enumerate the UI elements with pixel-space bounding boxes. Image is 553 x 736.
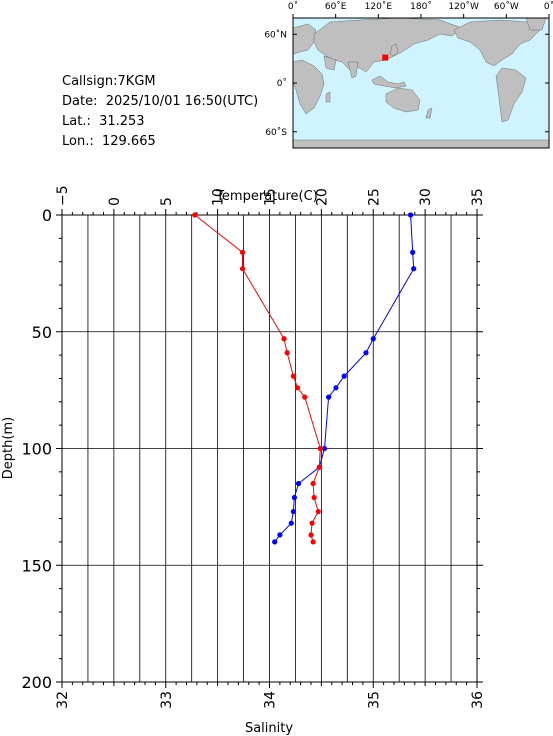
temperature-data-point bbox=[321, 445, 328, 452]
temperature-data-point bbox=[288, 520, 294, 526]
temperature-tick-label: 25 bbox=[366, 188, 382, 206]
salinity-data-point bbox=[310, 539, 316, 545]
longitude-text: Lon.: 129.665 bbox=[62, 134, 156, 149]
salinity-profile-line bbox=[194, 214, 321, 543]
date-text: Date: 2025/10/01 16:50(UTC) bbox=[62, 94, 259, 109]
callsign-text: Callsign:7KGM bbox=[62, 74, 156, 89]
temperature-data-point bbox=[277, 532, 283, 538]
temperature-data-point bbox=[295, 480, 302, 487]
salinity-tick-label: 32 bbox=[55, 691, 71, 709]
salinity-data-point bbox=[302, 394, 308, 400]
salinity-data-point bbox=[316, 464, 322, 470]
temperature-tick-label: 10 bbox=[211, 188, 227, 206]
salinity-tick-label: 34 bbox=[263, 691, 279, 709]
temperature-data-point bbox=[408, 212, 414, 218]
salinity-data-point bbox=[308, 532, 314, 538]
depth-tick-label: 150 bbox=[21, 556, 52, 575]
salinity-data-point bbox=[281, 336, 287, 342]
temperature-data-point bbox=[411, 266, 417, 272]
depth-tick-label: 50 bbox=[32, 323, 52, 342]
temperature-profile-line bbox=[274, 214, 415, 543]
map-latitude-label: 60˚S bbox=[265, 127, 287, 138]
axis-ticks bbox=[56, 209, 483, 688]
map-longitude-label: 0˚ bbox=[544, 1, 553, 12]
salinity-data-point bbox=[284, 350, 290, 356]
temperature-data-point bbox=[363, 350, 369, 356]
salinity-tick-label: 35 bbox=[366, 691, 382, 709]
temperature-tick-labels: −5 0 5 10 15 20 25 30 35 bbox=[55, 185, 486, 206]
station-info: Callsign:7KGM Date: 2025/10/01 16:50(UTC… bbox=[62, 72, 258, 152]
temperature-data-point bbox=[291, 494, 297, 501]
depth-tick-label: 0 bbox=[42, 206, 52, 225]
temperature-tick-label: 15 bbox=[263, 188, 279, 206]
map-longitude-label: 180˚ bbox=[410, 1, 432, 12]
salinity-data-point bbox=[310, 480, 316, 487]
depth-tick-label: 100 bbox=[21, 440, 52, 459]
map-longitude-label: 60˚W bbox=[494, 1, 519, 12]
latitude-text: Lat.: 31.253 bbox=[62, 114, 145, 129]
salinity-data-point bbox=[315, 508, 321, 515]
map-ticks bbox=[292, 14, 550, 133]
temperature-tick-label: 0 bbox=[107, 197, 123, 206]
temperature-data-point bbox=[370, 336, 376, 342]
depth-axis-title: Depth(m) bbox=[1, 417, 16, 479]
map-top-labels: 0˚ 60˚E 120˚E 180˚ 120˚W 60˚W 0˚ bbox=[288, 1, 553, 12]
temperature-data-point bbox=[410, 249, 416, 255]
salinity-tick-labels: 32 33 34 35 36 bbox=[55, 691, 486, 709]
world-map: 0˚ 60˚E 120˚E 180˚ 120˚W 60˚W 0˚ 60˚N 0˚ 60˚S bbox=[264, 1, 553, 149]
salinity-data-point bbox=[192, 212, 198, 218]
salinity-data-point bbox=[317, 445, 323, 452]
temperature-tick-label: 30 bbox=[418, 188, 434, 206]
salinity-tick-label: 36 bbox=[470, 691, 486, 709]
temperature-data-point bbox=[341, 373, 347, 379]
map-latitude-label: 60˚N bbox=[264, 29, 287, 40]
temperature-data-point bbox=[333, 385, 339, 391]
salinity-tick-label: 33 bbox=[159, 691, 175, 709]
station-marker bbox=[382, 54, 389, 61]
salinity-data-point bbox=[290, 373, 296, 379]
chart-grid bbox=[61, 214, 478, 683]
salinity-data-point bbox=[239, 249, 246, 255]
temperature-axis-title: Temperature(C) bbox=[215, 189, 318, 204]
map-longitude-label: 0˚ bbox=[288, 1, 298, 12]
map-longitude-label: 120˚W bbox=[448, 1, 479, 12]
salinity-data-point bbox=[311, 494, 317, 501]
depth-tick-labels: 0 50 100 150 200 bbox=[21, 206, 52, 692]
map-latitude-label: 0˚ bbox=[277, 78, 287, 89]
temperature-tick-label: 35 bbox=[470, 188, 486, 206]
temperature-tick-label: 5 bbox=[159, 197, 175, 206]
map-left-labels: 60˚N 0˚ 60˚S bbox=[264, 29, 287, 138]
chart-series bbox=[192, 212, 417, 545]
map-land bbox=[292, 17, 550, 149]
salinity-data-point bbox=[294, 385, 301, 391]
salinity-data-point bbox=[309, 520, 315, 526]
temperature-data-point bbox=[326, 394, 332, 400]
depth-tick-label: 200 bbox=[21, 673, 52, 692]
temperature-tick-label: −5 bbox=[55, 185, 71, 206]
temperature-data-point bbox=[272, 539, 278, 545]
salinity-axis-title: Salinity bbox=[245, 721, 293, 736]
temperature-tick-label: 20 bbox=[314, 188, 330, 206]
map-longitude-label: 60˚E bbox=[325, 1, 347, 12]
temperature-data-point bbox=[290, 508, 296, 515]
map-longitude-label: 120˚E bbox=[365, 1, 393, 12]
salinity-data-point bbox=[239, 266, 246, 272]
